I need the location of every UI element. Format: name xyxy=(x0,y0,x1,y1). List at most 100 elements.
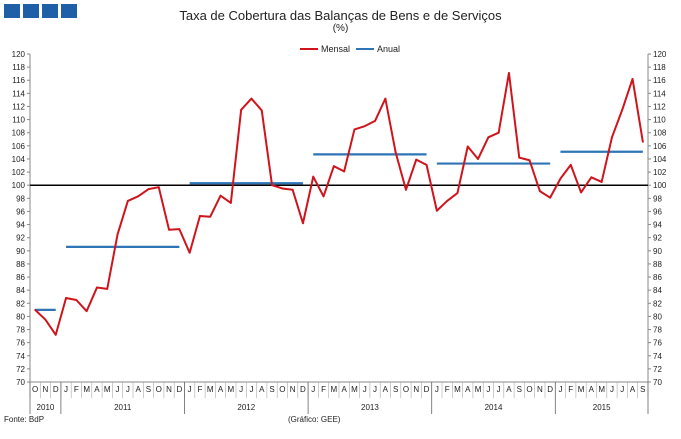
mensal-data-point xyxy=(209,215,212,218)
x-tick-label-month: N xyxy=(43,385,49,394)
mensal-data-point xyxy=(116,233,119,236)
y-tick-label-right: 70 xyxy=(653,378,662,387)
x-tick-label-month: J xyxy=(610,385,614,394)
x-tick-label-month: D xyxy=(176,385,182,394)
x-tick-label-month: D xyxy=(53,385,59,394)
x-tick-label-year: 2011 xyxy=(114,403,132,412)
mensal-data-point xyxy=(425,163,428,166)
y-tick-label-left: 100 xyxy=(12,181,26,190)
y-tick-label-left: 114 xyxy=(12,89,25,98)
x-tick-label-month: M xyxy=(228,385,235,394)
x-tick-label-month: F xyxy=(198,385,203,394)
y-tick-label-left: 118 xyxy=(12,63,25,72)
y-tick-label-left: 110 xyxy=(12,116,25,125)
y-tick-label-left: 90 xyxy=(16,247,25,256)
y-tick-label-left: 102 xyxy=(12,168,26,177)
x-tick-label-year: 2012 xyxy=(237,403,255,412)
mensal-data-point xyxy=(302,222,304,225)
mensal-data-point xyxy=(384,97,387,100)
y-tick-label-right: 100 xyxy=(653,181,667,190)
x-tick-label-year: 2013 xyxy=(361,403,379,412)
mensal-data-point xyxy=(477,158,479,160)
legend-item-anual: Anual xyxy=(356,44,400,54)
y-tick-label-left: 86 xyxy=(16,273,25,282)
mensal-data-point xyxy=(446,200,449,202)
mensal-data-point xyxy=(528,159,531,162)
x-tick-label-month: J xyxy=(373,385,377,394)
mensal-data-point xyxy=(137,195,140,198)
y-tick-label-left: 108 xyxy=(12,129,26,138)
mensal-data-point xyxy=(332,165,335,168)
x-tick-label-year: 2014 xyxy=(485,403,503,412)
y-tick-label-right: 92 xyxy=(653,234,662,243)
mensal-data-point xyxy=(260,109,263,112)
mensal-data-point xyxy=(188,251,191,254)
x-tick-label-month: O xyxy=(156,385,162,394)
mensal-data-point xyxy=(168,228,170,231)
y-tick-label-left: 92 xyxy=(16,234,25,243)
x-tick-label-year: 2015 xyxy=(593,403,611,412)
y-tick-label-right: 80 xyxy=(653,312,662,321)
legend-label-mensal: Mensal xyxy=(321,44,351,54)
mensal-data-point xyxy=(157,186,160,189)
y-tick-label-right: 118 xyxy=(653,63,666,72)
mensal-data-point xyxy=(600,181,603,183)
x-tick-label-month: F xyxy=(568,385,573,394)
y-tick-label-right: 94 xyxy=(653,221,662,230)
mensal-data-point xyxy=(65,297,67,299)
chart-subtitle: (%) xyxy=(332,23,349,34)
y-tick-label-left: 120 xyxy=(12,50,26,59)
x-tick-label-month: D xyxy=(300,385,306,394)
x-tick-label-month: F xyxy=(74,385,79,394)
x-tick-label-month: O xyxy=(279,385,285,394)
mensal-data-point xyxy=(549,196,552,199)
legend-swatch-anual xyxy=(356,48,375,50)
y-tick-label-left: 98 xyxy=(16,194,25,203)
mensal-data-point xyxy=(611,136,613,139)
mensal-data-point xyxy=(147,188,150,191)
mensal-data-point xyxy=(271,184,273,187)
mensal-data-point xyxy=(641,141,644,143)
x-tick-label-month: M xyxy=(475,385,482,394)
x-tick-label-month: M xyxy=(207,385,214,394)
y-tick-label-left: 84 xyxy=(16,286,25,295)
mensal-data-point xyxy=(291,188,294,191)
x-tick-label-month: M xyxy=(83,385,90,394)
x-tick-label-month: J xyxy=(116,385,120,394)
x-tick-label-month: J xyxy=(188,385,192,394)
y-tick-label-right: 78 xyxy=(653,326,662,335)
gee-logo xyxy=(4,4,77,18)
mensal-data-point xyxy=(353,128,356,131)
mensal-data-point xyxy=(281,187,284,190)
y-tick-label-left: 96 xyxy=(16,207,25,216)
chart-title: Taxa de Cobertura das Balanças de Bens e… xyxy=(179,8,502,23)
mensal-data-point xyxy=(508,72,510,74)
x-tick-label-month: M xyxy=(578,385,585,394)
x-tick-label-month: J xyxy=(435,385,439,394)
x-tick-label-year: 2010 xyxy=(37,403,55,412)
mensal-data-point xyxy=(240,108,243,111)
mensal-data-point xyxy=(44,318,47,321)
x-tick-label-month: N xyxy=(537,385,543,394)
legend-item-mensal: Mensal xyxy=(300,44,350,54)
y-tick-label-left: 104 xyxy=(12,155,26,164)
x-tick-label-month: J xyxy=(363,385,367,394)
y-tick-label-right: 108 xyxy=(653,129,667,138)
x-tick-label-month: N xyxy=(413,385,419,394)
mensal-data-point xyxy=(487,136,490,139)
x-tick-label-month: D xyxy=(547,385,553,394)
mensal-data-point xyxy=(415,158,418,161)
mensal-data-point xyxy=(312,175,315,178)
mensal-data-point xyxy=(250,97,253,100)
legend-swatch-mensal xyxy=(300,48,318,50)
mensal-data-point xyxy=(538,190,541,193)
y-tick-label-right: 98 xyxy=(653,194,662,203)
x-tick-label-month: A xyxy=(218,385,224,394)
y-tick-label-right: 120 xyxy=(653,50,667,59)
mensal-data-point xyxy=(405,188,407,191)
x-tick-label-month: J xyxy=(486,385,490,394)
chart-legend: Mensal Anual xyxy=(300,44,400,54)
y-tick-label-right: 72 xyxy=(653,365,662,374)
mensal-data-point xyxy=(590,176,593,179)
y-tick-label-right: 114 xyxy=(653,89,666,98)
